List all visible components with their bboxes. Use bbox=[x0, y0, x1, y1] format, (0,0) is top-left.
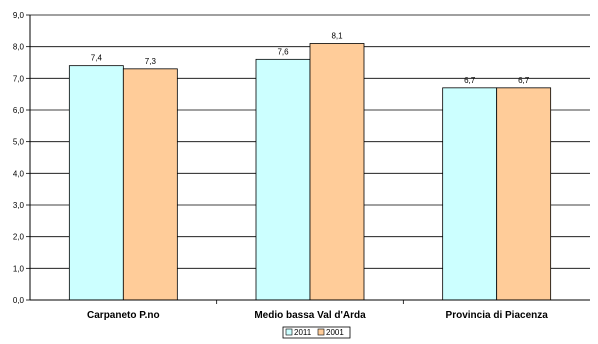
data-label: 6,7 bbox=[518, 76, 530, 85]
y-tick-label: 1,0 bbox=[13, 264, 25, 273]
y-tick-label: 2,0 bbox=[13, 233, 25, 242]
bar-2011-2 bbox=[442, 87, 498, 301]
x-category-label: Carpaneto P.no bbox=[87, 310, 160, 321]
x-category-label: Medio bassa Val d'Arda bbox=[254, 310, 366, 321]
legend-label: 2011 bbox=[294, 328, 312, 337]
y-tick-label: 7,0 bbox=[13, 74, 25, 83]
bars bbox=[68, 43, 552, 301]
y-tick-label: 8,0 bbox=[13, 43, 25, 52]
y-tick-label: 0,0 bbox=[13, 296, 25, 305]
legend-swatch bbox=[317, 328, 325, 336]
bar-2001-0 bbox=[122, 68, 178, 301]
legend: 2011 2001 bbox=[282, 326, 351, 339]
data-label: 8,1 bbox=[331, 32, 343, 41]
axes bbox=[29, 15, 590, 304]
y-tick-label: 5,0 bbox=[13, 138, 25, 147]
y-tick-label: 3,0 bbox=[13, 201, 25, 210]
data-label: 7,3 bbox=[145, 57, 157, 66]
bar-2001-2 bbox=[496, 87, 552, 301]
legend-box bbox=[282, 326, 351, 339]
y-tick-label: 6,0 bbox=[13, 106, 25, 115]
bar-2011-0 bbox=[68, 65, 124, 301]
legend-label: 2001 bbox=[326, 328, 344, 337]
data-label: 6,7 bbox=[464, 76, 476, 85]
y-tick-label: 9,0 bbox=[13, 11, 25, 20]
data-label: 7,4 bbox=[91, 54, 103, 63]
y-axis-ticks: 0,0 1,0 2,0 3,0 4,0 5,0 6,0 7,0 8,0 9,0 bbox=[13, 11, 30, 305]
x-axis-labels: Carpaneto P.no Medio bassa Val d'Arda Prov… bbox=[87, 310, 548, 321]
data-labels: 7,4 7,3 7,6 8,1 6,7 6,7 bbox=[91, 32, 530, 85]
data-label: 7,6 bbox=[277, 47, 289, 56]
y-tick-label: 4,0 bbox=[13, 169, 25, 178]
x-category-label: Provincia di Piacenza bbox=[446, 310, 549, 321]
bar-2001-1 bbox=[309, 43, 365, 301]
bar-2011-1 bbox=[255, 58, 311, 301]
legend-swatch bbox=[285, 328, 293, 336]
